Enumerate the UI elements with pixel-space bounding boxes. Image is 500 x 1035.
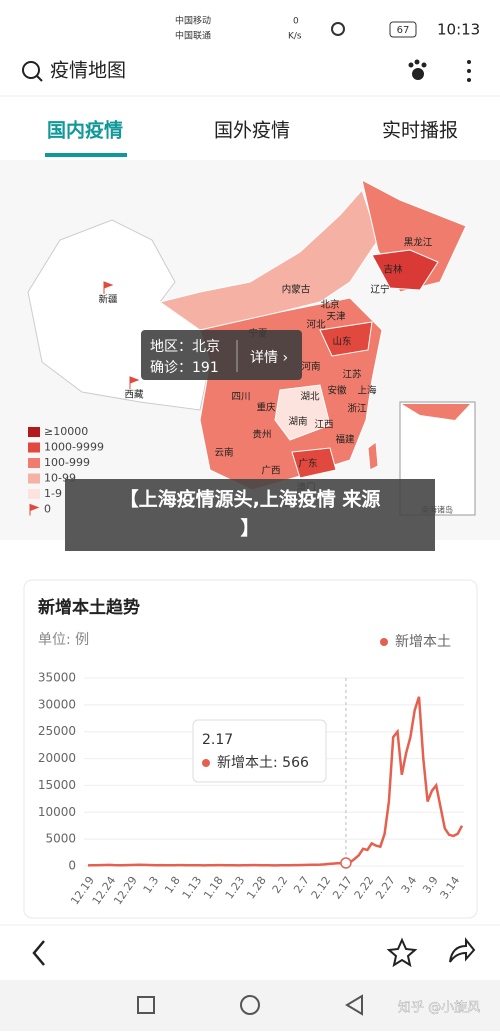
chart-tooltip — [192, 719, 327, 783]
province-label: 吉林 — [383, 264, 403, 276]
province-label: 江苏 — [342, 369, 362, 381]
province-label: 江西 — [314, 420, 333, 431]
region — [371, 249, 439, 291]
province-label: 西藏 — [124, 389, 144, 401]
legend-flag — [29, 503, 40, 516]
nav-back-button[interactable] — [345, 994, 363, 1016]
battery-icon — [389, 21, 417, 38]
province-label: 天津 — [326, 312, 346, 323]
legend-swatch — [28, 458, 40, 468]
share-button[interactable] — [449, 937, 476, 963]
paw-icon[interactable] — [408, 59, 427, 81]
legend-swatch — [28, 473, 40, 484]
tab[interactable]: 国内疫情 — [47, 119, 123, 142]
banner — [65, 479, 435, 551]
region — [367, 441, 379, 471]
tooltip-dot — [202, 759, 210, 767]
province-label: 河北 — [306, 319, 326, 331]
province-label: 上海 — [357, 385, 377, 397]
header-title: 疫情地图 — [50, 60, 126, 82]
legend-label: 1000-9999 — [44, 441, 104, 454]
tooltip-detail[interactable]: 详情 › — [250, 350, 288, 366]
tooltip-date: 2.17 — [202, 732, 233, 748]
province-label: 河南 — [301, 361, 320, 373]
province-label: 云南 — [214, 447, 233, 459]
province-label: 广东 — [298, 458, 317, 470]
carrier: 中国移动 — [175, 15, 211, 27]
y-tick-label: 35000 — [38, 671, 76, 685]
province-label: 湖北 — [300, 392, 320, 403]
tooltip-value: 新增本土: 566 — [217, 755, 309, 771]
unit-label: 单位: 例 — [38, 632, 89, 648]
inset-label: 南海诸岛 — [421, 505, 453, 515]
tooltip-region: 地区：北京 — [150, 339, 220, 355]
province-label: 浙江 — [347, 403, 367, 415]
y-tick-label: 15000 — [38, 778, 76, 792]
y-tick-label: 5000 — [45, 832, 76, 846]
flag-icon — [129, 376, 140, 389]
province-label: 重庆 — [256, 402, 276, 414]
legend-swatch — [28, 427, 40, 437]
province-label: 福建 — [335, 434, 355, 446]
legend-label: 新增本土 — [395, 634, 451, 650]
tab[interactable]: 实时播报 — [382, 120, 458, 142]
region — [291, 447, 337, 479]
inset-region — [402, 404, 470, 420]
home-button[interactable] — [240, 995, 260, 1015]
province-label: 北京 — [320, 299, 339, 311]
highlight-point — [340, 857, 352, 869]
legend-label: 0 — [44, 503, 51, 516]
legend-swatch — [28, 489, 40, 499]
tab-indicator — [45, 153, 127, 157]
legend-label: 1-9 — [44, 487, 62, 500]
province-label: 黑龙江 — [404, 237, 433, 249]
chart-title: 新增本土趋势 — [38, 597, 140, 618]
map-tooltip[interactable] — [141, 330, 302, 380]
region — [274, 384, 331, 441]
nav-bar — [0, 980, 500, 1031]
banner-text: 】 — [240, 517, 259, 540]
province-label: 内蒙古 — [282, 284, 311, 296]
y-tick-label: 30000 — [38, 697, 76, 711]
carrier: 中国联通 — [175, 30, 211, 42]
legend-dot — [380, 638, 388, 646]
search-icon — [36, 75, 43, 82]
tooltip-confirmed: 确诊：191 — [150, 360, 219, 376]
speed: 0 — [293, 17, 299, 27]
legend-label: 100-999 — [44, 456, 90, 469]
flag-icon — [103, 281, 114, 294]
line — [87, 696, 464, 867]
search-icon[interactable] — [22, 61, 40, 79]
legend-label: ≥10000 — [44, 425, 88, 438]
watermark: 知乎 @小旋风 — [398, 1000, 480, 1016]
recent-button[interactable] — [137, 996, 155, 1014]
banner-text: 【上海疫情源头,上海疫情 来源 — [120, 488, 381, 511]
eye-icon — [331, 22, 345, 36]
y-tick-label: 10000 — [38, 805, 76, 819]
legend-swatch — [28, 442, 40, 453]
province-label: 广西 — [261, 465, 280, 477]
clock: 10:13 — [437, 21, 480, 39]
y-tick-label: 25000 — [38, 724, 76, 738]
province-label: 辽宁 — [370, 284, 389, 296]
star-button[interactable] — [386, 937, 418, 968]
back-button[interactable] — [32, 940, 45, 966]
province-label: 四川 — [231, 392, 250, 403]
province-label: 山东 — [332, 336, 351, 348]
more-icon[interactable] — [467, 60, 471, 82]
region — [319, 321, 373, 357]
speed-unit: K/s — [288, 32, 302, 42]
tab[interactable]: 国外疫情 — [214, 120, 290, 142]
province-label: 新疆 — [98, 294, 118, 306]
battery: 67 — [397, 25, 410, 36]
province-label: 贵州 — [252, 429, 271, 441]
y-tick-label: 20000 — [38, 751, 76, 765]
province-label: 安徽 — [327, 385, 347, 397]
y-tick-label: 0 — [68, 859, 76, 873]
province-label: 湖南 — [288, 416, 307, 428]
